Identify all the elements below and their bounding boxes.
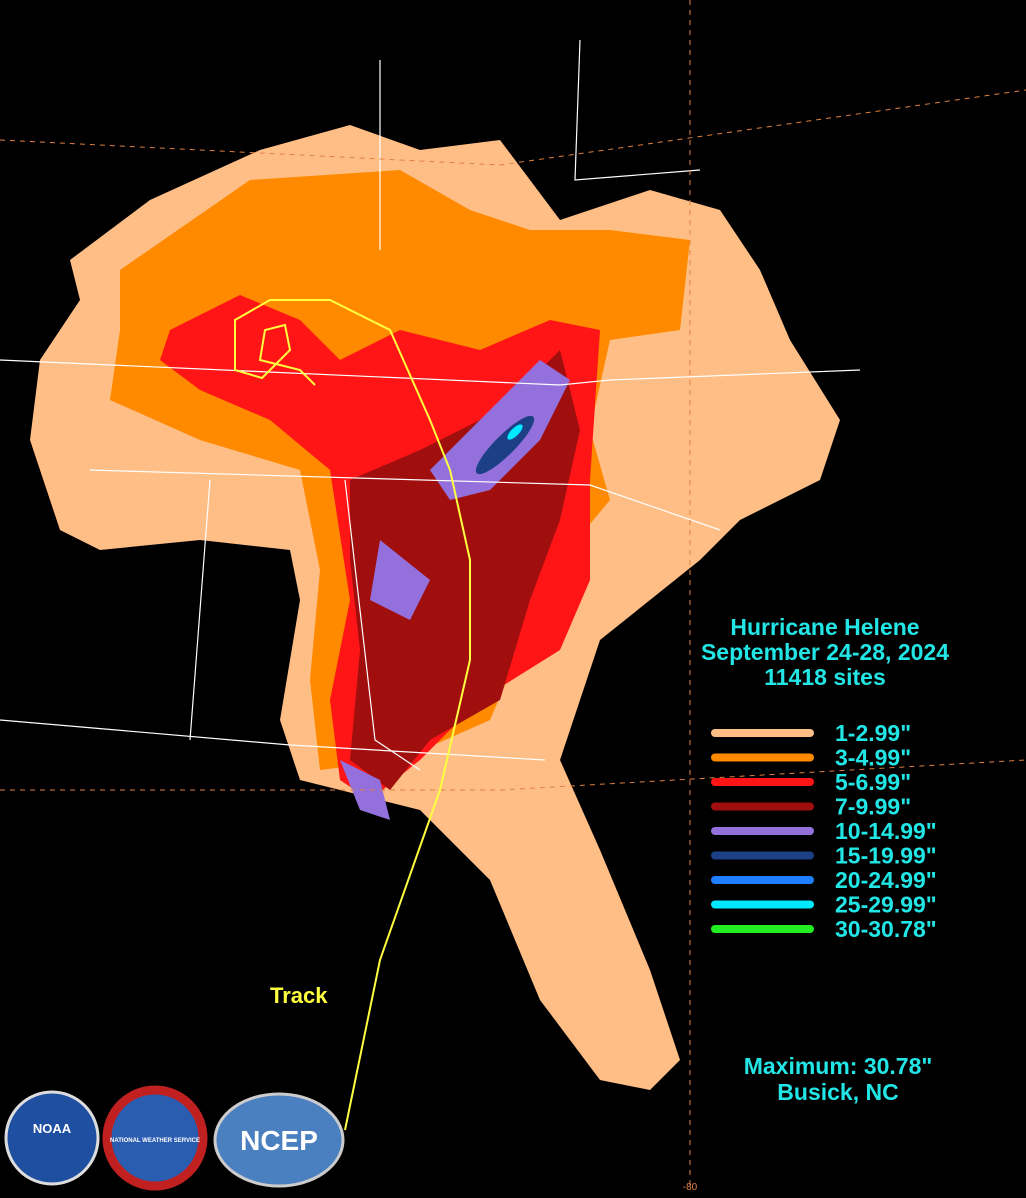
latitude-line [0, 759, 1026, 791]
state-lines [0, 39, 861, 771]
boundary [0, 359, 861, 386]
nws-logo [102, 1085, 208, 1191]
noaa-text: NOAA [33, 1121, 72, 1136]
maximum-block: Maximum: 30.78" Busick, NC [744, 1053, 933, 1105]
legend-label: 20-24.99" [835, 867, 937, 893]
legend-label: 10-14.99" [835, 818, 937, 844]
legend-label: 1-2.99" [835, 720, 911, 746]
legend-label: 5-6.99" [835, 769, 911, 795]
rain-7-10 [350, 350, 580, 790]
boundary [189, 479, 211, 741]
noaa-logo [4, 1090, 100, 1186]
nws-text: NATIONAL WEATHER SERVICE [110, 1138, 200, 1144]
legend-label: 15-19.99" [835, 843, 937, 869]
latitude-line [0, 89, 1026, 166]
track-label: Track [270, 983, 328, 1008]
legend: 1-2.99"3-4.99"5-6.99"7-9.99"10-14.99"15-… [711, 720, 937, 942]
boundary [89, 469, 721, 531]
legend-label: 7-9.99" [835, 794, 911, 820]
logos: NOAA NATIONAL WEATHER SERVICE NCEP [4, 1085, 345, 1191]
ncep-text: NCEP [240, 1125, 318, 1156]
title-line: September 24-28, 2024 [701, 639, 949, 665]
legend-label: 25-29.99" [835, 892, 937, 918]
boundary [0, 719, 546, 761]
maximum-text: Maximum: 30.78" [744, 1053, 933, 1079]
boundary [344, 479, 421, 771]
longitude-label: -80 [683, 1182, 698, 1193]
title-line: Hurricane Helene [730, 614, 919, 640]
ncep-logo [213, 1092, 345, 1188]
rain-10-15 [340, 360, 570, 820]
storm-track [234, 299, 471, 1131]
title-line: 11418 sites [764, 664, 886, 690]
title-block: Hurricane Helene September 24-28, 2024 1… [701, 614, 949, 690]
legend-label: 30-30.78" [835, 916, 937, 942]
rain-25-30 [507, 424, 523, 440]
maximum-location: Busick, NC [777, 1079, 898, 1105]
boundary [379, 39, 701, 250]
legend-label: 3-4.99" [835, 745, 911, 771]
